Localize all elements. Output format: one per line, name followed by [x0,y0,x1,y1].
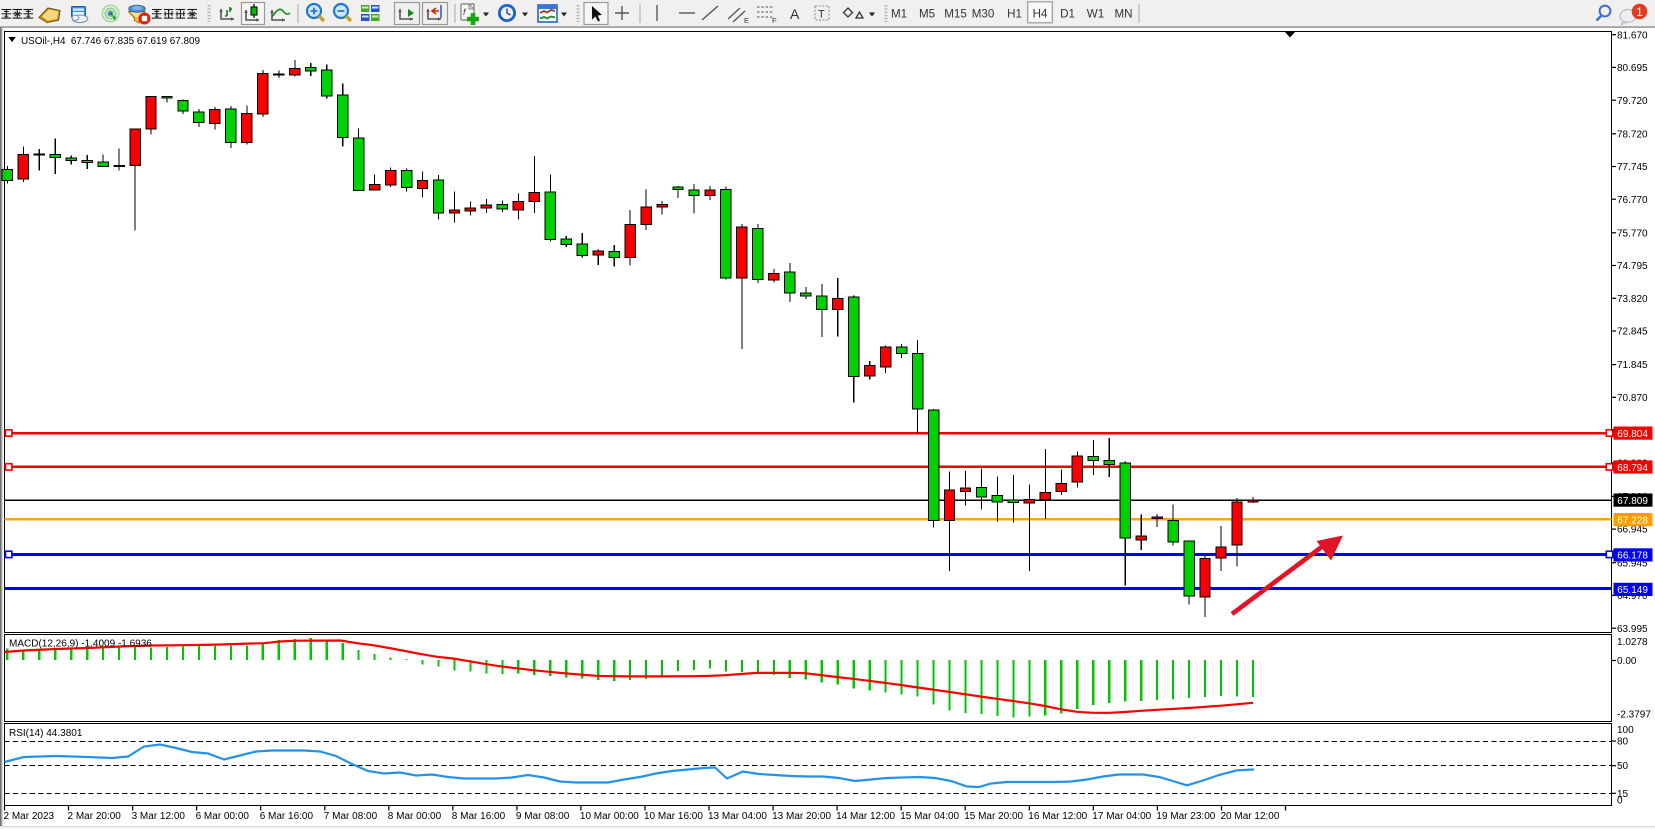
svg-text:T: T [818,9,825,21]
svg-text:W1: W1 [1087,8,1104,21]
svg-text:67.809: 67.809 [1617,496,1648,507]
svg-text:MACD(12,26,9) -1.4009 -1.6936: MACD(12,26,9) -1.4009 -1.6936 [9,638,152,649]
svg-text:3 Mar 12:00: 3 Mar 12:00 [132,811,186,822]
svg-text:75.770: 75.770 [1617,228,1648,239]
svg-text:68.794: 68.794 [1617,463,1648,474]
svg-text:8 Mar 16:00: 8 Mar 16:00 [452,811,506,822]
svg-text:1.0278: 1.0278 [1617,637,1648,648]
svg-text:M15: M15 [944,8,967,21]
svg-text:USOil-,H4 67.746 67.835 67.61: USOil-,H4 67.746 67.835 67.619 67.809 [21,36,200,47]
svg-text:20 Mar 12:00: 20 Mar 12:00 [1221,811,1280,822]
svg-text:64.970: 64.970 [1617,591,1648,602]
svg-text:16 Mar 12:00: 16 Mar 12:00 [1028,811,1087,822]
svg-text:13 Mar 20:00: 13 Mar 20:00 [772,811,831,822]
svg-text:H4: H4 [1033,8,1048,21]
svg-text:81.670: 81.670 [1617,30,1648,41]
svg-text:10 Mar 16:00: 10 Mar 16:00 [644,811,703,822]
svg-text:70.870: 70.870 [1617,393,1648,404]
svg-text:15: 15 [1617,789,1629,800]
svg-text:A: A [790,6,800,22]
svg-text:D1: D1 [1060,8,1075,21]
svg-text:1: 1 [1636,5,1643,19]
svg-text:RSI(14) 44.3801: RSI(14) 44.3801 [9,728,83,739]
svg-text:65.945: 65.945 [1617,558,1648,569]
svg-text:65.149: 65.149 [1617,585,1648,596]
svg-text:10 Mar 00:00: 10 Mar 00:00 [580,811,639,822]
svg-text:MN: MN [1114,8,1132,21]
svg-text:67.228: 67.228 [1617,515,1648,526]
svg-text:80: 80 [1617,737,1629,748]
svg-text:6 Mar 00:00: 6 Mar 00:00 [196,811,250,822]
svg-text:2 Mar 20:00: 2 Mar 20:00 [68,811,122,822]
svg-text:63.995: 63.995 [1617,624,1648,635]
svg-text:2 Mar 2023: 2 Mar 2023 [4,811,55,822]
svg-text:50: 50 [1617,761,1629,772]
svg-text:0.00: 0.00 [1617,656,1637,667]
svg-text:15 Mar 04:00: 15 Mar 04:00 [900,811,959,822]
svg-text:77.745: 77.745 [1617,162,1648,173]
svg-text:80.695: 80.695 [1617,63,1648,74]
svg-text:69.804: 69.804 [1617,429,1648,440]
svg-text:78.720: 78.720 [1617,129,1648,140]
svg-text:H1: H1 [1007,8,1022,21]
svg-text:19 Mar 23:00: 19 Mar 23:00 [1156,811,1215,822]
svg-text:17 Mar 04:00: 17 Mar 04:00 [1092,811,1151,822]
svg-text:M1: M1 [891,8,907,21]
svg-text:7 Mar 08:00: 7 Mar 08:00 [324,811,378,822]
svg-text:66.945: 66.945 [1617,525,1648,536]
svg-text:f: f [463,7,467,17]
svg-text:-2.3797: -2.3797 [1617,710,1651,721]
svg-text:15 Mar 20:00: 15 Mar 20:00 [964,811,1023,822]
svg-text:9 Mar 08:00: 9 Mar 08:00 [516,811,570,822]
svg-text:71.845: 71.845 [1617,360,1648,371]
svg-text:13 Mar 04:00: 13 Mar 04:00 [708,811,767,822]
svg-text:74.795: 74.795 [1617,261,1648,272]
svg-text:72.845: 72.845 [1617,327,1648,338]
svg-text:73.820: 73.820 [1617,294,1648,305]
svg-text:66.178: 66.178 [1617,551,1648,562]
svg-text:E: E [744,16,749,25]
svg-text:79.720: 79.720 [1617,96,1648,107]
svg-text:8 Mar 00:00: 8 Mar 00:00 [388,811,442,822]
svg-text:14 Mar 12:00: 14 Mar 12:00 [836,811,895,822]
svg-text:6 Mar 16:00: 6 Mar 16:00 [260,811,314,822]
svg-text:M30: M30 [972,8,995,21]
svg-text:76.770: 76.770 [1617,195,1648,206]
svg-text:M5: M5 [919,8,935,21]
svg-text:F: F [772,16,777,25]
svg-text:0: 0 [1617,795,1623,806]
svg-text:100: 100 [1617,725,1634,736]
